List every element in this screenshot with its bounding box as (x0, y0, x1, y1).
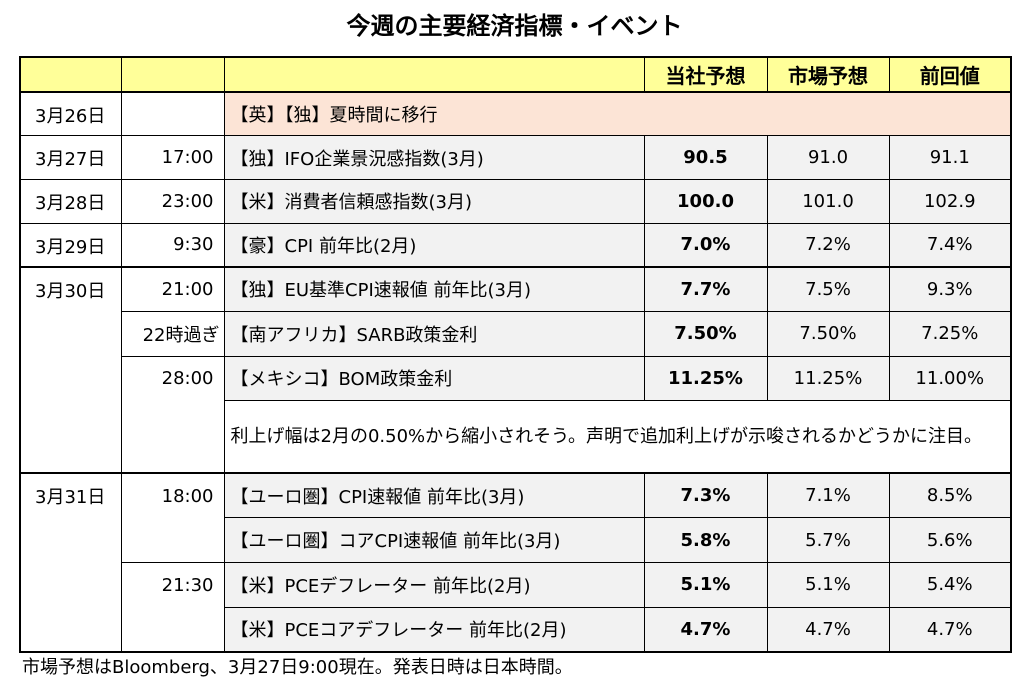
event-cell: 【英】【独】夏時間に移行 (223, 91, 1012, 137)
time-cell (120, 517, 225, 564)
note-cell: 利上げ幅は2月の0.50%から縮小されそう。声明で追加利上げが示唆されるかどうか… (223, 400, 1012, 474)
table-row: 21:30 【米】PCEデフレーター 前年比(2月) 5.1% 5.1% 5.4… (20, 562, 1012, 608)
indicator-table: 当社予想 市場予想 前回値 3月26日 【英】【独】夏時間に移行 3月27日 1… (19, 56, 1012, 653)
table-row: 3月29日 9:30 【豪】CPI 前年比(2月) 7.0% 7.2% 7.4% (19, 222, 1012, 268)
header-date (19, 56, 122, 94)
date-cell: 3月27日 (19, 135, 122, 181)
market-forecast-cell: 7.50% (766, 310, 890, 357)
time-cell: 21:00 (120, 265, 225, 312)
own-forecast-cell: 11.25% (643, 355, 768, 402)
event-cell: 【独】IFO企業景況感指数(3月) (223, 135, 645, 181)
market-forecast-cell: 101.0 (766, 179, 890, 224)
previous-cell: 5.4% (888, 562, 1012, 608)
event-cell: 【ユーロ圏】コアCPI速報値 前年比(3月) (223, 517, 645, 564)
own-forecast-cell: 7.50% (643, 310, 768, 357)
table-row: 3月26日 【英】【独】夏時間に移行 (19, 91, 1012, 137)
market-forecast-cell: 7.5% (766, 265, 890, 312)
date-cell: 3月28日 (19, 179, 122, 224)
market-forecast-cell: 5.7% (766, 517, 890, 564)
table-row: 3月30日 21:00 【独】EU基準CPI速報値 前年比(3月) 7.7% 7… (19, 265, 1012, 474)
event-cell: 【豪】CPI 前年比(2月) (223, 222, 645, 268)
table-row: 3月31日 18:00 【ユーロ圏】CPI速報値 前年比(3月) 7.3% 7.… (19, 472, 1012, 653)
header-previous: 前回値 (888, 56, 1012, 94)
previous-cell: 4.7% (888, 606, 1012, 653)
time-cell: 18:00 (120, 472, 225, 518)
event-cell: 【独】EU基準CPI速報値 前年比(3月) (223, 265, 645, 312)
table-row: 3月28日 23:00 【米】消費者信頼感指数(3月) 100.0 101.0 … (19, 179, 1012, 224)
header-forecast-market: 市場予想 (766, 56, 890, 94)
event-cell: 【米】PCEデフレーター 前年比(2月) (223, 562, 645, 608)
event-cell: 【ユーロ圏】CPI速報値 前年比(3月) (223, 472, 645, 519)
time-cell: 23:00 (120, 179, 225, 224)
previous-cell: 5.6% (888, 517, 1012, 564)
date-cell: 3月29日 (19, 222, 122, 268)
table-row: 22時過ぎ 【南アフリカ】SARB政策金利 7.50% 7.50% 7.25% (20, 310, 1012, 357)
page-title: 今週の主要経済指標・イベント (346, 12, 683, 40)
own-forecast-cell: 5.8% (643, 517, 768, 564)
previous-cell: 91.1 (888, 135, 1012, 181)
event-cell: 【メキシコ】BOM政策金利 (223, 355, 645, 402)
previous-cell: 8.5% (888, 472, 1012, 519)
header-event (223, 56, 645, 94)
time-cell: 28:00 (120, 355, 225, 401)
time-cell: 22時過ぎ (120, 310, 225, 357)
date-cell: 3月26日 (19, 91, 122, 137)
time-cell (120, 91, 225, 137)
own-forecast-cell: 100.0 (643, 179, 768, 224)
header-time (120, 56, 225, 94)
event-cell: 【米】消費者信頼感指数(3月) (223, 179, 645, 224)
market-forecast-cell: 7.2% (766, 222, 890, 268)
market-forecast-cell: 5.1% (766, 562, 890, 608)
time-cell: 9:30 (120, 222, 225, 268)
previous-cell: 7.4% (888, 222, 1012, 268)
note-row: 利上げ幅は2月の0.50%から縮小されそう。声明で追加利上げが示唆されるかどうか… (20, 400, 1012, 474)
market-forecast-cell: 11.25% (766, 355, 890, 402)
time-cell (120, 607, 225, 653)
own-forecast-cell: 7.0% (643, 222, 768, 268)
table-row: 【ユーロ圏】コアCPI速報値 前年比(3月) 5.8% 5.7% 5.6% (20, 517, 1012, 564)
date-cell: 3月31日 (19, 472, 122, 653)
table-row: 28:00 【メキシコ】BOM政策金利 11.25% 11.25% 11.00% (20, 355, 1012, 402)
market-forecast-cell: 7.1% (766, 472, 890, 519)
event-cell: 【米】PCEコアデフレーター 前年比(2月) (223, 606, 645, 653)
own-forecast-cell: 5.1% (643, 562, 768, 608)
own-forecast-cell: 7.7% (643, 265, 768, 312)
time-cell: 21:30 (120, 562, 225, 608)
own-forecast-cell: 7.3% (643, 472, 768, 519)
header-forecast-own: 当社予想 (643, 56, 768, 94)
time-cell: 17:00 (120, 135, 225, 181)
table-row: 3月27日 17:00 【独】IFO企業景況感指数(3月) 90.5 91.0 … (19, 135, 1012, 181)
market-forecast-cell: 91.0 (766, 135, 890, 181)
date-cell: 3月30日 (19, 265, 122, 474)
own-forecast-cell: 4.7% (643, 606, 768, 653)
table-row: 【米】PCEコアデフレーター 前年比(2月) 4.7% 4.7% 4.7% (20, 606, 1012, 653)
footnote: 市場予想はBloomberg、3月27日9:00現在。発表日時は日本時間。 (22, 657, 573, 678)
time-cell-empty (120, 400, 225, 474)
previous-cell: 11.00% (888, 355, 1012, 402)
previous-cell: 9.3% (888, 265, 1012, 312)
own-forecast-cell: 90.5 (643, 135, 768, 181)
market-forecast-cell: 4.7% (766, 606, 890, 653)
previous-cell: 7.25% (888, 310, 1012, 357)
event-cell: 【南アフリカ】SARB政策金利 (223, 310, 645, 357)
previous-cell: 102.9 (888, 179, 1012, 224)
header-row: 当社予想 市場予想 前回値 (19, 56, 1012, 94)
